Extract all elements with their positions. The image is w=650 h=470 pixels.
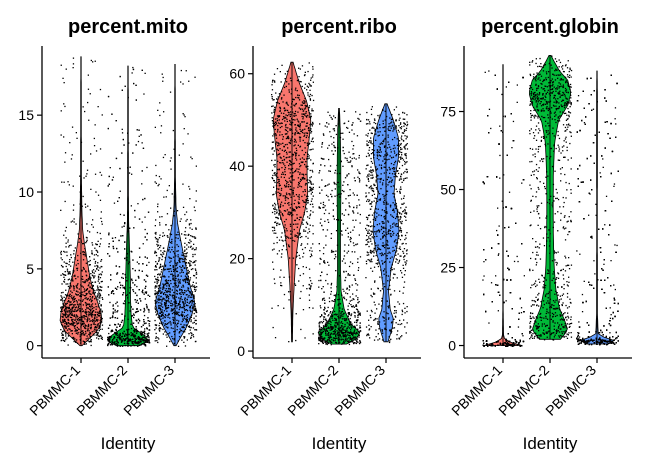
y-tick-label: 40: [229, 158, 245, 174]
panel-title: percent.ribo: [281, 16, 397, 38]
jitter-points-pbmmc-1: [482, 70, 525, 347]
y-tick-label: 75: [440, 104, 456, 120]
y-tick-label: 15: [18, 107, 34, 123]
y-tick-label: 0: [237, 343, 245, 359]
jitter-points-pbmmc-1: [271, 62, 315, 343]
jitter-points-pbmmc-1: [60, 57, 104, 347]
y-tick-label: 25: [440, 260, 456, 276]
panel-percent-globin: percent.globin Identity PBMMC-1 PBMMC-2 …: [440, 16, 632, 453]
x-axis-label: Identity: [523, 434, 578, 453]
y-tick-label: 0: [448, 338, 456, 354]
y-tick-label: 60: [229, 66, 245, 82]
x-tick-label: PBMMC-3: [542, 362, 599, 419]
jitter-points-pbmmc-2: [529, 55, 573, 341]
panel-title: percent.mito: [68, 16, 188, 38]
panel-percent-mito: percent.mito Identity PBMMC-1 PBMMC-2 PB…: [18, 16, 210, 453]
panel-percent-ribo: percent.ribo Identity PBMMC-1 PBMMC-2 PB…: [229, 16, 421, 453]
y-tick-label: 0: [26, 338, 34, 354]
y-tick-label: 10: [18, 184, 34, 200]
x-tick-label: PBMMC-3: [120, 362, 177, 419]
panel-title: percent.globin: [481, 16, 619, 38]
x-tick-label: PBMMC-3: [331, 362, 388, 419]
x-axis-label: Identity: [101, 434, 156, 453]
y-tick-label: 5: [26, 261, 34, 277]
y-tick-label: 50: [440, 182, 456, 198]
y-tick-label: 20: [229, 251, 245, 267]
jitter-points-pbmmc-3: [365, 106, 409, 344]
x-axis-label: Identity: [312, 434, 367, 453]
